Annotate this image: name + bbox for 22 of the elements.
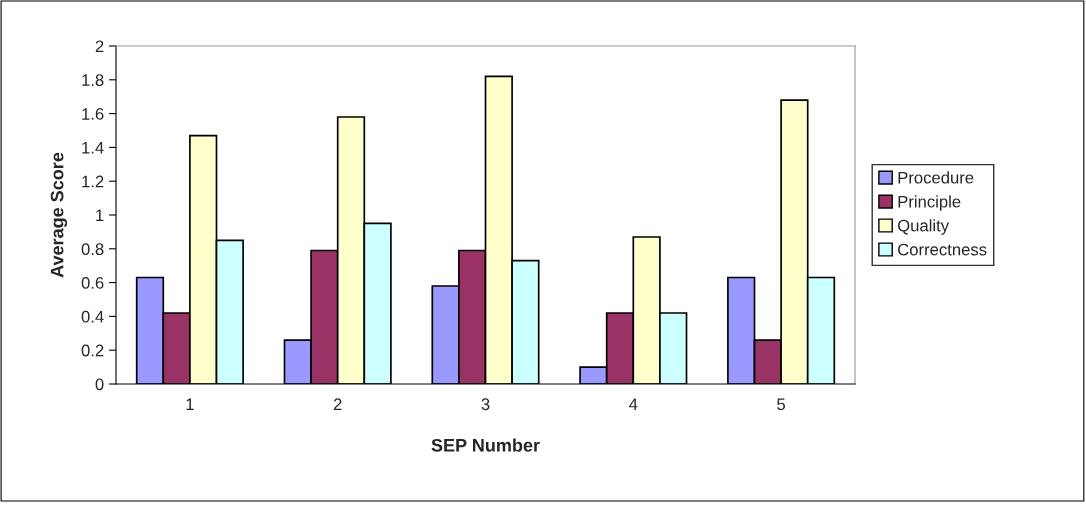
y-tick-label: 0.2 bbox=[81, 344, 104, 357]
x-tick-label: 4 bbox=[629, 398, 638, 410]
y-tick-label: 1.6 bbox=[82, 108, 104, 120]
legend-label: Procedure bbox=[898, 171, 974, 184]
y-tick-label: 1.4 bbox=[82, 141, 104, 154]
y-tick-label: 0.4 bbox=[81, 310, 104, 323]
legend-label: Quality bbox=[897, 219, 950, 235]
legend-label: Principle bbox=[898, 195, 961, 211]
y-tick-label: 1.2 bbox=[82, 175, 104, 188]
y-tick-label: 1 bbox=[96, 209, 104, 222]
legend-label: Correctness bbox=[898, 243, 987, 256]
x-tick-label: 5 bbox=[777, 398, 786, 411]
x-axis-title: SEP Number bbox=[431, 438, 540, 452]
x-tick-label: 3 bbox=[481, 398, 490, 411]
x-tick-label: 2 bbox=[333, 398, 342, 410]
y-axis-title: Average Score bbox=[50, 152, 68, 278]
y-tick-label: 0.6 bbox=[81, 277, 104, 289]
y-tick-label: 0.8 bbox=[81, 243, 104, 255]
x-tick-label: 1 bbox=[186, 398, 194, 410]
y-tick-label: 1.8 bbox=[82, 74, 104, 86]
y-tick-label: 0 bbox=[95, 378, 104, 391]
y-tick-label: 2 bbox=[95, 40, 104, 53]
